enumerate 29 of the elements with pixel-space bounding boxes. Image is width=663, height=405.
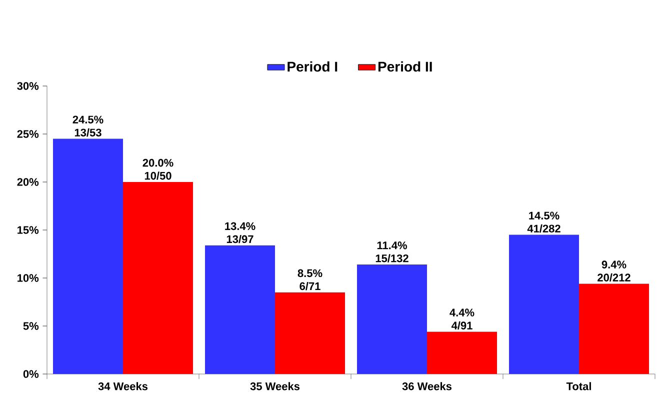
data-label: 4.4% 4/91 (450, 308, 474, 330)
y-tick-label: 0% (23, 370, 39, 378)
data-label: 11.4% 15/132 (376, 241, 408, 262)
bar (427, 332, 497, 374)
y-tick-label: 20% (17, 178, 39, 186)
bar (205, 245, 275, 374)
data-label: 14.5% 41/282 (527, 212, 560, 233)
legend-label: Period I (288, 61, 338, 72)
bar (275, 292, 345, 374)
bar (123, 182, 194, 374)
y-tick-label: 30% (17, 82, 39, 90)
y-tick-label: 25% (17, 130, 39, 138)
data-label: 9.4% 20/212 (598, 260, 630, 282)
legend-label: Period II (378, 61, 432, 72)
x-tick-label: 36 Weeks (402, 382, 452, 390)
bar (53, 138, 123, 374)
data-label: 20.0% 10/50 (142, 158, 174, 180)
x-tick-label: Total (566, 382, 591, 390)
x-tick-label: 34 Weeks (98, 382, 148, 390)
bar (509, 234, 580, 374)
y-tick-label: 15% (18, 226, 39, 234)
y-tick-label: 10% (18, 274, 39, 282)
bar (357, 264, 427, 374)
data-label: 8.5% 6/71 (298, 269, 322, 290)
data-label: 13.4% 13/97 (225, 222, 256, 244)
x-tick-label: 35 Weeks (250, 382, 300, 390)
bar (579, 284, 649, 374)
y-tick-label: 5% (23, 322, 39, 330)
data-label: 24.5% 13/53 (72, 116, 104, 137)
